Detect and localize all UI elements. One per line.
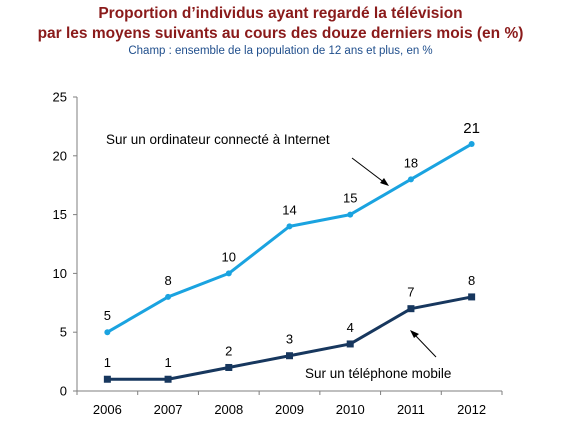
data-label-telephone: 3 [286,332,293,347]
y-tick-label: 10 [53,266,67,281]
point-telephone [468,293,476,301]
data-label-ordinateur: 21 [463,120,480,137]
point-ordinateur [286,223,293,230]
data-label-ordinateur: 14 [282,202,296,217]
y-tick-label: 0 [60,384,67,399]
data-label-ordinateur: 10 [222,249,236,264]
x-axis-ticks: 2006 2007 2008 2009 2010 2011 2012 [76,391,503,417]
annotation-arrow-ordinateur [351,157,386,184]
x-tick-label: 2012 [457,402,486,417]
data-label-ordinateur: 18 [404,155,418,170]
point-telephone [225,363,233,371]
data-label-ordinateur: 8 [164,273,171,288]
annotation-ordinateur: Sur un ordinateur connecté à Internet [106,132,330,147]
data-label-ordinateur: 5 [104,308,111,323]
y-tick-label: 25 [53,90,67,105]
data-label-telephone: 2 [225,343,232,358]
point-ordinateur [225,270,232,277]
x-tick-label: 2007 [154,402,183,417]
series-line-ordinateur [106,142,473,334]
point-telephone [407,305,415,313]
point-ordinateur [347,211,354,218]
point-telephone [103,375,111,383]
annotation-arrowhead-telephone [410,330,419,338]
chart-subtitle: Champ : ensemble de la population de 12 … [128,45,433,57]
data-label-telephone: 7 [407,285,414,300]
data-label-telephone: 4 [347,320,354,335]
point-telephone [286,352,293,360]
annotation-telephone: Sur un téléphone mobile [305,366,451,381]
x-tick-label: 2011 [397,402,425,417]
y-tick-label: 5 [60,325,67,340]
y-axis-ticks: 0 5 10 15 20 25 [53,90,77,399]
point-telephone [346,340,354,348]
point-ordinateur [468,141,475,148]
x-tick-label: 2006 [93,402,122,417]
data-label-telephone: 8 [468,273,475,288]
annotation-arrow-telephone [413,333,437,358]
series-layer [103,141,476,383]
chart-title-line-1: Proportion d’individus ayant regardé la … [98,5,463,22]
point-ordinateur [407,176,414,183]
y-tick-label: 20 [53,148,67,163]
data-label-telephone: 1 [164,355,171,370]
x-tick-label: 2009 [275,402,304,417]
data-label-ordinateur: 15 [343,191,357,206]
chart-title-line-2: par les moyens suivants au cours des dou… [37,25,524,42]
point-ordinateur [165,293,172,300]
annotation-arrowhead-ordinateur [380,178,389,186]
x-tick-label: 2008 [214,402,243,417]
point-telephone [164,375,172,383]
chart-axes [76,97,502,392]
data-labels-layer: 5 8 10 14 15 18 21 1 1 2 3 4 7 8 [104,120,480,370]
series-annotations: Sur un ordinateur connecté à Internet Su… [106,132,451,381]
y-tick-label: 15 [53,207,67,222]
data-label-telephone: 1 [104,355,111,370]
x-tick-label: 2010 [336,402,365,417]
point-ordinateur [104,329,111,336]
